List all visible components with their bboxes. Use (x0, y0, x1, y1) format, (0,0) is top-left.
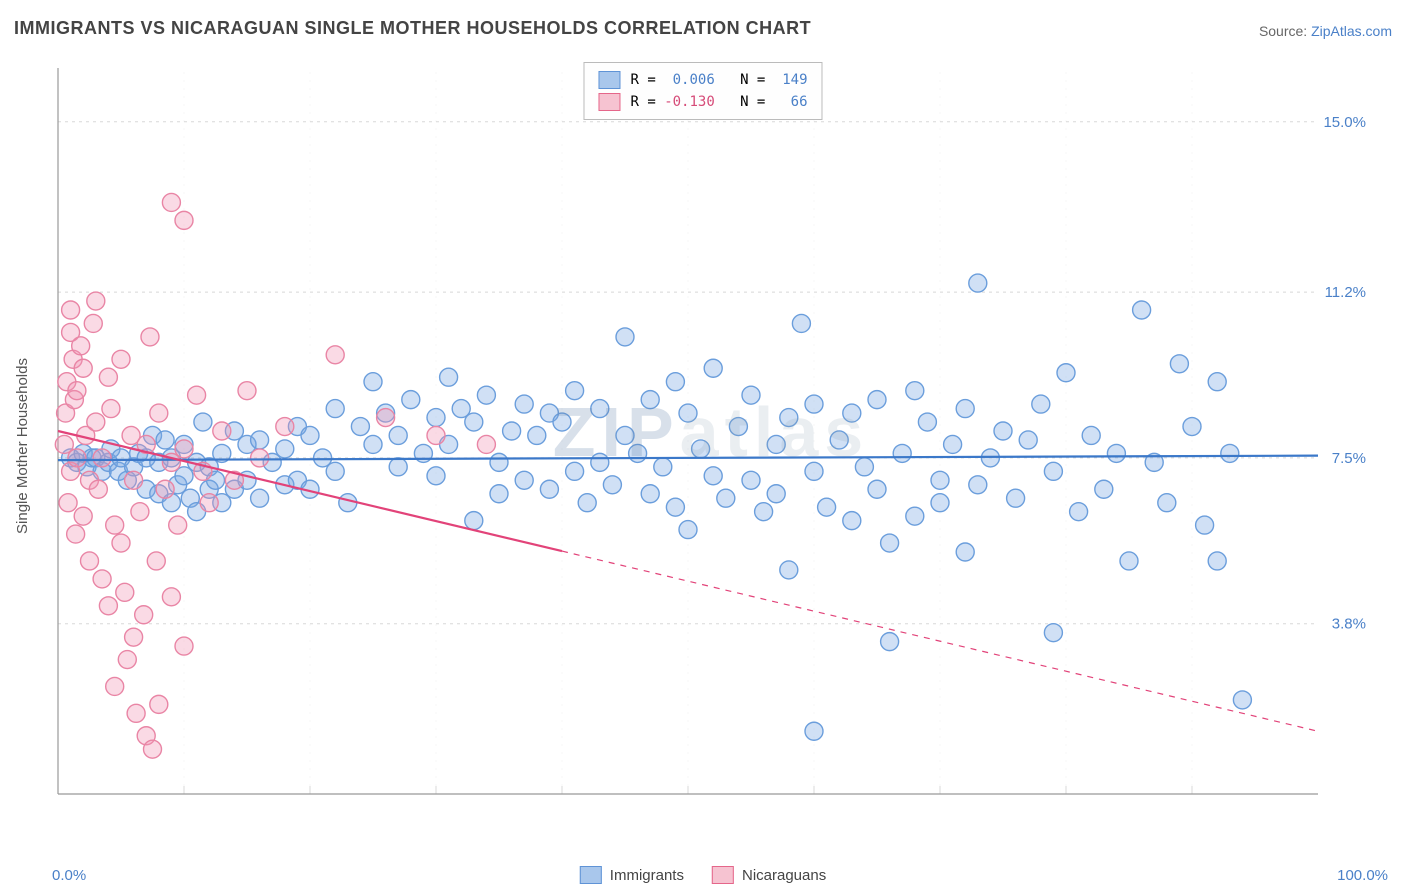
chart-title: IMMIGRANTS VS NICARAGUAN SINGLE MOTHER H… (14, 18, 811, 39)
x-axis-min-label: 0.0% (52, 867, 86, 884)
legend-item: Immigrants (580, 866, 684, 884)
svg-text:7.5%: 7.5% (1332, 450, 1366, 467)
chart-source: Source: ZipAtlas.com (1259, 23, 1392, 39)
svg-text:15.0%: 15.0% (1323, 114, 1366, 131)
legend-item: Nicaraguans (712, 866, 826, 884)
y-axis-label: Single Mother Households (14, 358, 31, 534)
x-axis-max-label: 100.0% (1337, 867, 1388, 884)
svg-text:3.8%: 3.8% (1332, 616, 1366, 633)
correlation-stats-box: R = 0.006 N = 149 R = -0.130 N = 66 (583, 62, 822, 120)
svg-text:11.2%: 11.2% (1325, 284, 1366, 301)
bottom-legend: Immigrants Nicaraguans (580, 866, 826, 884)
scatter-plot: 3.8%7.5%11.2%15.0% ZIPatlas (48, 58, 1374, 838)
source-link[interactable]: ZipAtlas.com (1311, 23, 1392, 39)
